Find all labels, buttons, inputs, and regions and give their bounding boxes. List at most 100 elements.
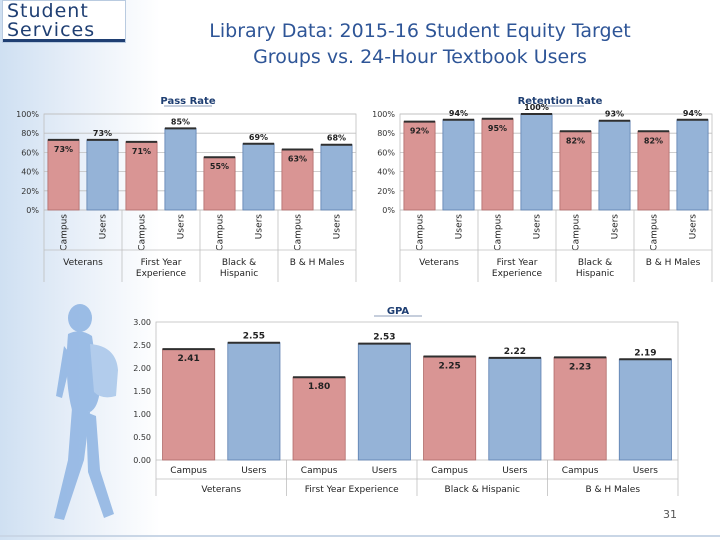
slide-title-line-2: Groups vs. 24-Hour Textbook Users: [253, 46, 587, 68]
chart-0-category-label: Campus: [138, 214, 148, 251]
chart-2-data-label: 2.19: [634, 348, 656, 358]
chart-0-ytick-label: 60%: [21, 148, 39, 157]
chart-0-group-label-line: First Year: [141, 258, 182, 268]
logo-line-2: Services: [7, 19, 96, 41]
chart-0-category-label: Campus: [216, 214, 226, 251]
chart-2-ytick-label: 2.50: [133, 341, 151, 350]
chart-0-group-label-line: Experience: [136, 269, 187, 279]
chart-2-category-label: Campus: [170, 466, 207, 476]
chart-2-bar: [227, 342, 281, 461]
chart-0-category-label: Users: [333, 214, 343, 240]
chart-1-category-label: Users: [611, 214, 621, 240]
chart-2-bar: [162, 348, 216, 461]
chart-2-category-label: Users: [502, 466, 528, 476]
chart-0-category-label: Users: [99, 214, 109, 240]
chart-2-data-label: 2.25: [439, 362, 461, 372]
chart-1-group-label-line: First Year: [497, 258, 538, 268]
chart-1-bar: [403, 121, 436, 211]
chart-1-bar: [481, 118, 514, 211]
gpa-chart: GPA 0.00 0.50 1.00 1.50 2.00 2.50 3.00 2.41 Campu…: [133, 306, 679, 496]
chart-1-data-label: 82%: [566, 136, 585, 145]
chart-0-bar: [47, 139, 80, 211]
chart-0-category-label: Campus: [294, 214, 304, 251]
chart-0-category-label: Campus: [60, 214, 70, 251]
retention-rate-chart: Retention Rate 0% 20% 40% 60% 80% 100% 92% Campu…: [372, 96, 713, 282]
chart-2-bar: [292, 376, 346, 461]
chart-1-category-label: Users: [455, 214, 465, 240]
chart-0-data-label: 68%: [327, 134, 346, 143]
walking-student-icon: [54, 304, 118, 520]
chart-1-data-label: 100%: [524, 103, 549, 112]
chart-1-title: Retention Rate: [518, 96, 603, 107]
chart-0-bar: [203, 156, 236, 211]
chart-0-group-label-line: Hispanic: [220, 269, 258, 279]
chart-1-group-label: First Year Experience: [492, 258, 543, 279]
chart-0-bar: [86, 139, 119, 211]
chart-2-bar: [618, 358, 672, 461]
chart-2-bar: [357, 343, 411, 461]
chart-1-data-label: 93%: [605, 110, 624, 119]
chart-0-category-label: Users: [177, 214, 187, 240]
chart-0-bar: [164, 128, 197, 211]
chart-0-ytick-label: 0%: [26, 206, 39, 215]
chart-2-category-label: Campus: [431, 466, 468, 476]
chart-0-group-label: B & H Males: [290, 258, 345, 268]
page-number: 31: [663, 508, 677, 521]
chart-2-category-label: Users: [372, 466, 398, 476]
chart-0-category-label: Users: [255, 214, 265, 240]
chart-0-group-label: Veterans: [63, 258, 103, 268]
chart-0-bar: [242, 143, 275, 211]
chart-1-group-label: Black & Hispanic: [576, 258, 614, 279]
chart-1-bar: [520, 113, 553, 211]
chart-0-group-label: Black & Hispanic: [220, 258, 258, 279]
bottom-frame-line: [0, 535, 720, 537]
chart-1-bar: [637, 130, 670, 211]
chart-1-ytick-label: 60%: [377, 148, 395, 157]
chart-1-category-label: Campus: [416, 214, 426, 251]
chart-2-ytick-label: 2.00: [133, 364, 151, 373]
chart-1-ytick-label: 20%: [377, 187, 395, 196]
pass-rate-chart: Pass Rate 0% 20% 40% 60% 80% 100% 73% Campus 73% U…: [16, 96, 357, 282]
chart-0-data-label: 85%: [171, 117, 190, 126]
slide-title-line-1: Library Data: 2015-16 Student Equity Tar…: [209, 20, 631, 42]
chart-2-title: GPA: [387, 306, 410, 317]
chart-2-bar: [423, 356, 477, 461]
chart-0-ytick-label: 20%: [21, 187, 39, 196]
chart-2-data-label: 2.55: [243, 332, 265, 342]
chart-2-category-label: Users: [633, 466, 659, 476]
student-services-logo: Student Services: [2, 0, 126, 43]
chart-1-group-label-line: Hispanic: [576, 269, 614, 279]
chart-0-ytick-label: 80%: [21, 129, 39, 138]
chart-1-category-label: Campus: [572, 214, 582, 251]
chart-1-group-label-line: Experience: [492, 269, 543, 279]
chart-0-group-label-line: Black &: [222, 258, 256, 268]
chart-2-data-label: 2.22: [504, 347, 526, 357]
chart-1-ytick-label: 80%: [377, 129, 395, 138]
chart-2-data-label: 2.23: [569, 362, 591, 372]
logo-underline: [3, 39, 125, 42]
chart-0-data-label: 73%: [54, 145, 73, 154]
chart-0-data-label: 73%: [93, 129, 112, 138]
chart-1-bar: [598, 120, 631, 211]
chart-1-bar: [442, 119, 475, 211]
chart-0-bar: [320, 144, 353, 211]
chart-1-group-label: Veterans: [419, 258, 459, 268]
logo-line-1: Student: [7, 0, 89, 22]
chart-1-data-label: 92%: [410, 127, 429, 136]
chart-1-bar: [559, 130, 592, 211]
chart-0-group-label: First Year Experience: [136, 258, 187, 279]
chart-0-ytick-label: 40%: [21, 168, 39, 177]
chart-2-bar: [488, 357, 542, 461]
chart-1-data-label: 94%: [683, 109, 702, 118]
chart-0-data-label: 63%: [288, 155, 307, 164]
chart-2-data-label: 2.41: [178, 354, 200, 364]
chart-1-data-label: 94%: [449, 109, 468, 118]
chart-1-category-label: Users: [533, 214, 543, 240]
chart-1-ytick-label: 0%: [382, 206, 395, 215]
chart-2-ytick-label: 1.50: [133, 387, 151, 396]
chart-0-data-label: 71%: [132, 147, 151, 156]
chart-2-group-label: B & H Males: [585, 485, 640, 495]
chart-0-ytick-label: 100%: [16, 110, 39, 119]
chart-0-bar: [281, 149, 314, 211]
chart-2-category-label: Campus: [301, 466, 338, 476]
